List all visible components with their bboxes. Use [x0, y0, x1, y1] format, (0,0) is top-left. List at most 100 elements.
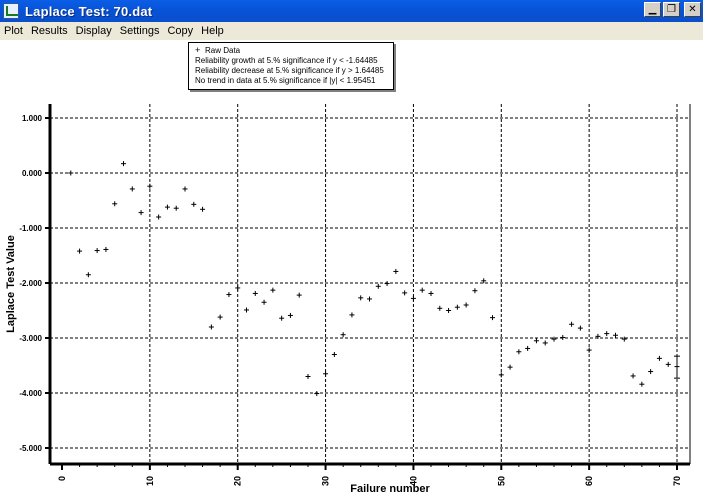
data-point: [454, 304, 460, 310]
data-point: [516, 349, 522, 355]
window-title: Laplace Test: 70.dat: [25, 3, 153, 19]
data-point: [323, 371, 329, 377]
x-tick-label: 60: [584, 476, 594, 486]
data-point: [349, 312, 355, 318]
data-point: [630, 373, 636, 379]
legend-entry-no-trend: No trend in data at 5.% significance if …: [195, 76, 387, 86]
data-point: [261, 299, 267, 305]
data-point: [296, 292, 302, 298]
plot-area: 1.000 0.000 -1.000 -2.000 -3.000 -4.000 -5.000…: [0, 40, 703, 495]
menu-settings[interactable]: Settings: [119, 25, 160, 37]
title-bar[interactable]: Laplace Test: 70.dat ▁ ❐ ✕: [0, 0, 703, 22]
data-point: [94, 248, 100, 254]
data-point: [648, 369, 654, 375]
data-point: [367, 296, 372, 302]
x-tick-label: 10: [145, 476, 155, 486]
x-tick-label: 70: [672, 476, 682, 486]
y-tick-label: -5.000: [19, 444, 42, 453]
y-tick-label: 1.000: [22, 114, 43, 123]
restore-icon[interactable]: ❐: [663, 2, 680, 17]
data-point: [472, 288, 478, 294]
data-point: [191, 201, 197, 207]
data-point: [463, 302, 469, 308]
menu-copy[interactable]: Copy: [167, 25, 194, 37]
x-tick-label: 40: [408, 476, 418, 486]
data-point: [112, 201, 118, 207]
data-point: [586, 347, 592, 353]
data-point: [621, 336, 627, 342]
legend-entry-raw-data: + Raw Data: [195, 45, 387, 56]
data-point: [542, 340, 548, 346]
legend-text: No trend in data at 5.% significance if …: [195, 76, 376, 85]
legend-entry-decrease: Reliability decrease at 5.% significance…: [195, 66, 387, 76]
x-tick-label: 0: [57, 476, 67, 481]
data-point: [419, 287, 425, 293]
laplace-chart: 1.000 0.000 -1.000 -2.000 -3.000 -4.000 -5.000…: [5, 104, 691, 495]
y-tick-label: -1.000: [19, 224, 42, 233]
data-point: [507, 364, 513, 370]
data-point: [639, 381, 645, 387]
data-point: [604, 331, 610, 337]
data-point: [147, 183, 153, 189]
data-point: [613, 332, 618, 338]
x-tick-label: 30: [321, 476, 331, 486]
data-point: [569, 321, 575, 327]
data-point: [595, 333, 601, 339]
menu-results[interactable]: Results: [30, 25, 68, 37]
legend-text: Raw Data: [205, 46, 241, 55]
data-point: [358, 295, 364, 301]
y-tick-label: -4.000: [19, 389, 42, 398]
y-tick-label: -3.000: [19, 334, 42, 343]
x-tick-label: 50: [496, 476, 506, 486]
data-point: [208, 324, 214, 330]
data-point: [525, 345, 531, 351]
x-tick-label: 20: [233, 476, 243, 486]
data-point: [498, 372, 504, 378]
y-tick-label: -2.000: [19, 279, 42, 288]
menu-plot[interactable]: Plot: [4, 25, 23, 37]
data-point: [279, 315, 285, 321]
data-point: [375, 283, 381, 289]
window-controls: ▁ ❐ ✕: [644, 2, 701, 17]
legend: + Raw Data Reliability growth at 5.% sign…: [188, 42, 394, 90]
data-point: [331, 352, 337, 357]
data-point: [314, 391, 320, 397]
data-point: [402, 290, 408, 296]
data-point: [577, 325, 583, 331]
data-point: [121, 161, 126, 167]
legend-text: Reliability growth at 5.% significance i…: [195, 56, 378, 65]
x-axis-title: Failure number: [350, 483, 430, 495]
data-point: [200, 206, 206, 212]
data-point: [437, 305, 443, 311]
data-point: [252, 290, 258, 296]
data-point: [129, 186, 135, 192]
data-point: [156, 214, 162, 220]
data-point: [305, 374, 311, 379]
data-point: [103, 246, 109, 252]
minimize-icon[interactable]: ▁: [644, 2, 661, 17]
menu-display[interactable]: Display: [75, 25, 112, 37]
data-point: [235, 285, 241, 291]
legend-entry-growth: Reliability growth at 5.% significance i…: [195, 56, 387, 66]
y-tick-label: 0.000: [22, 169, 43, 178]
menu-help[interactable]: Help: [201, 25, 224, 37]
data-point: [68, 170, 74, 176]
data-point: [340, 332, 346, 338]
data-point: [164, 204, 170, 210]
data-point: [287, 312, 293, 318]
data-point: [665, 361, 671, 367]
data-point: [85, 272, 91, 278]
legend-symbol: +: [195, 45, 201, 55]
data-point: [446, 308, 452, 313]
app-chart-icon: [3, 3, 19, 19]
data-point: [533, 338, 539, 344]
data-point: [182, 186, 188, 192]
legend-text: Reliability decrease at 5.% significance…: [195, 66, 384, 75]
data-point: [244, 307, 249, 313]
data-point: [270, 287, 276, 293]
data-point: [226, 292, 232, 298]
data-point: [560, 334, 566, 340]
data-point: [410, 295, 416, 301]
close-icon[interactable]: ✕: [684, 2, 701, 17]
data-point: [77, 248, 83, 254]
